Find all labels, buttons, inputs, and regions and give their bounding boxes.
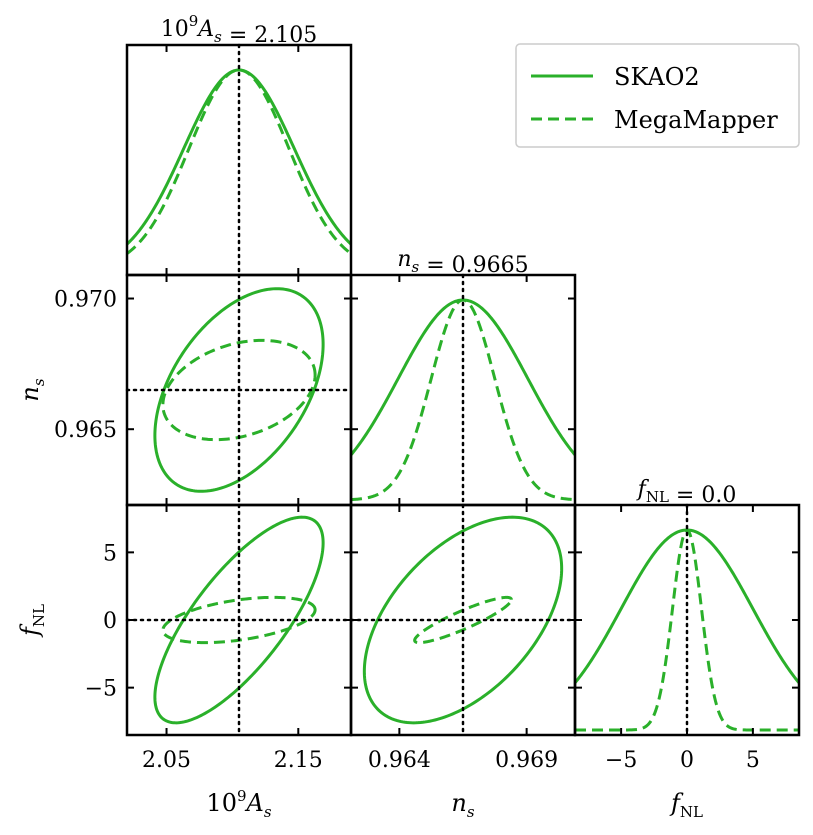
panel-title-ns: ns = 0.9665 (397, 247, 528, 278)
panel-title-As: 109As = 2.105 (161, 12, 318, 48)
panel-2d-As-fNL (125, 503, 353, 737)
x-tick-label-fNL: −5 (605, 748, 637, 773)
label-subscript: NL (30, 604, 48, 627)
label-subscript: NL (646, 488, 669, 506)
x-tick-label-ns: 0.969 (495, 748, 558, 773)
contour-skao2 (362, 515, 564, 725)
label-subscript: s (214, 28, 222, 46)
y-tick-label-fNL: 0 (103, 609, 117, 634)
panel-title-value: = 0.9665 (419, 253, 528, 278)
label-subscript: NL (680, 803, 703, 821)
x-axis-label-As: 109As (206, 787, 271, 821)
axis-labels: 2.05 2.15 0.964 0.969 −5 0 5 0.965 0.970 −5 0 5 109A… (16, 288, 760, 821)
label-subscript: s (264, 803, 272, 821)
contour-skao2 (153, 287, 325, 493)
label-subscript: s (467, 803, 475, 821)
y-tick-label-fNL: 5 (103, 541, 117, 566)
panel-title-value: = 2.105 (222, 23, 317, 48)
x-tick-label-fNL: 5 (746, 748, 760, 773)
label-variable: A (245, 789, 264, 817)
panel-title-fNL: fNL = 0.0 (636, 477, 737, 508)
legend: SKAO2 MegaMapper (515, 43, 800, 148)
y-axis-label-ns: ns (16, 378, 48, 401)
label-variable: n (397, 247, 411, 272)
label-superscript: 9 (189, 12, 199, 30)
panel-1d-fNL: fNL = 0.0 (573, 477, 801, 737)
label-variable: A (196, 17, 214, 42)
y-axis-label-fNL: fNL (16, 604, 48, 638)
x-axis-label-ns: ns (451, 789, 474, 821)
x-tick-label-As: 2.15 (274, 748, 323, 773)
label-base: 10 (206, 789, 237, 817)
pdf-curve-megamapper-As (127, 68, 351, 255)
panel-1d-ns: ns = 0.9665 (349, 247, 577, 507)
x-axis-label-fNL: fNL (669, 789, 703, 821)
legend-box (515, 43, 800, 148)
label-superscript: 9 (237, 787, 247, 805)
x-tick-label-As: 2.05 (142, 748, 191, 773)
legend-label-skao2: SKAO2 (614, 63, 700, 91)
contour-megamapper (413, 595, 513, 645)
panel-2d-As-ns (125, 273, 353, 507)
x-tick-label-fNL: 0 (680, 748, 694, 773)
contour-skao2 (153, 515, 325, 725)
y-tick-label-fNL: −5 (85, 677, 117, 702)
label-subscript: s (412, 258, 420, 276)
label-variable: n (451, 789, 466, 817)
legend-label-megamapper: MegaMapper (614, 106, 778, 134)
y-tick-label-ns: 0.970 (54, 288, 117, 313)
x-tick-label-ns: 0.964 (368, 748, 431, 773)
contour-megamapper (161, 595, 317, 645)
pdf-curve-megamapper-fNL (575, 528, 799, 732)
panel-title-value: = 0.0 (669, 483, 736, 508)
pdf-curve-skao2-As (127, 68, 351, 246)
panel-2d-ns-fNL (349, 503, 577, 737)
panel-1d-As: 109As = 2.105 (125, 12, 353, 277)
label-subscript: s (30, 378, 48, 386)
pdf-curve-megamapper-ns (351, 298, 575, 502)
y-tick-label-ns: 0.965 (54, 418, 117, 443)
label-base: 10 (161, 17, 189, 42)
contour-megamapper (161, 338, 317, 442)
label-variable: n (16, 386, 44, 401)
